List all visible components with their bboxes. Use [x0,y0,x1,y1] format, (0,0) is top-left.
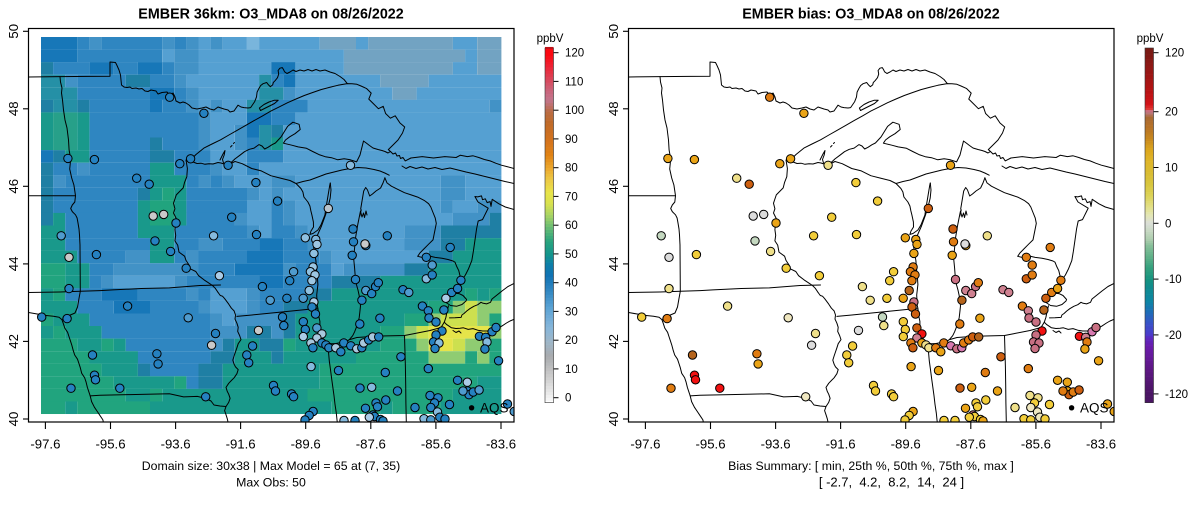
svg-text:AQS: AQS [1080,401,1109,416]
svg-text:Max Obs: 50: Max Obs: 50 [236,476,306,490]
svg-text:-10: -10 [1165,274,1182,286]
svg-text:-95.6: -95.6 [695,437,725,452]
svg-text:AQS: AQS [480,401,509,416]
svg-text:-83.6: -83.6 [1086,437,1116,452]
svg-text:46: 46 [6,179,21,194]
svg-text:100: 100 [565,105,584,117]
svg-text:40: 40 [6,412,21,427]
svg-text:EMBER bias: O3_MDA8 on 08/26/2: EMBER bias: O3_MDA8 on 08/26/2022 [742,6,999,22]
svg-text:EMBER 36km: O3_MDA8 on 08/26/2: EMBER 36km: O3_MDA8 on 08/26/2022 [138,6,403,22]
svg-text:-97.6: -97.6 [630,437,660,452]
svg-text:42: 42 [6,334,21,349]
svg-text:-83.6: -83.6 [486,437,516,452]
svg-text:Domain size: 30x38 | Max Model: Domain size: 30x38 | Max Model = 65 at (… [142,459,400,473]
svg-text:50: 50 [6,24,21,39]
svg-text:ppbV: ppbV [537,33,564,45]
svg-text:-120: -120 [1165,389,1188,401]
svg-text:50: 50 [606,24,621,39]
svg-text:120: 120 [565,48,584,60]
svg-text:[ -2.7, 4.2, 8.2, 14, 24 ]: [ -2.7, 4.2, 8.2, 14, 24 ] [819,475,964,490]
svg-text:120: 120 [1165,48,1184,60]
svg-text:-95.6: -95.6 [95,437,125,452]
svg-text:70: 70 [565,191,578,203]
svg-text:ppbV: ppbV [1137,33,1164,45]
svg-text:44: 44 [606,257,621,272]
svg-text:80: 80 [565,163,578,175]
svg-text:30: 30 [565,306,578,318]
svg-text:20: 20 [565,335,578,347]
svg-text:40: 40 [565,278,578,290]
svg-text:-91.6: -91.6 [226,437,256,452]
svg-text:48: 48 [6,101,21,116]
svg-text:-87.6: -87.6 [356,437,386,452]
svg-text:-85.6: -85.6 [421,437,451,452]
svg-text:42: 42 [606,334,621,349]
svg-text:-93.6: -93.6 [161,437,191,452]
svg-text:Bias Summary: [ min, 25th %, 5: Bias Summary: [ min, 25th %, 50th %, 75t… [728,459,1014,473]
svg-text:60: 60 [565,220,578,232]
svg-text:46: 46 [606,179,621,194]
svg-text:50: 50 [565,249,578,261]
svg-text:40: 40 [606,412,621,427]
svg-text:-97.6: -97.6 [30,437,60,452]
svg-text:0: 0 [1165,218,1171,230]
svg-text:0: 0 [565,393,571,405]
svg-text:10: 10 [565,364,578,376]
svg-text:-87.6: -87.6 [956,437,986,452]
svg-text:90: 90 [565,134,578,146]
svg-text:10: 10 [1165,163,1178,175]
svg-text:-93.6: -93.6 [761,437,791,452]
svg-text:-89.6: -89.6 [891,437,921,452]
svg-text:20: 20 [1165,107,1178,119]
svg-text:-85.6: -85.6 [1021,437,1051,452]
svg-text:48: 48 [606,101,621,116]
svg-text:44: 44 [6,257,21,272]
svg-text:110: 110 [565,76,583,88]
svg-text:-91.6: -91.6 [826,437,856,452]
svg-text:-89.6: -89.6 [291,437,321,452]
svg-text:-20: -20 [1165,330,1182,342]
